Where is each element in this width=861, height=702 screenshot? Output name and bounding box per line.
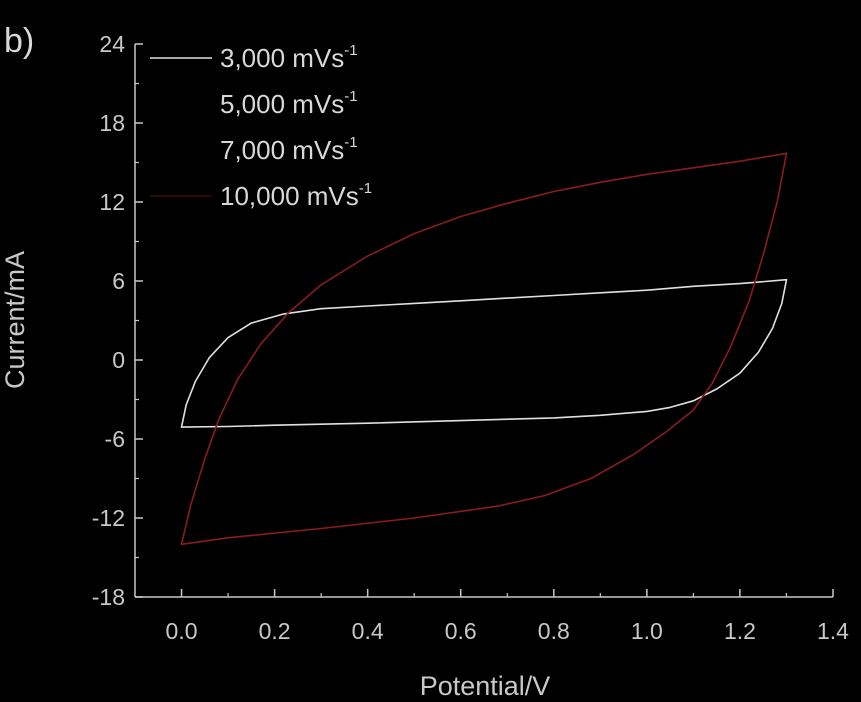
x-tick-label: 0.8	[538, 618, 570, 644]
legend-entry-3: 7,000 mVs-1	[220, 134, 358, 165]
x-tick-label: 0.2	[259, 618, 291, 644]
panel-label: b)	[4, 22, 34, 60]
cv-curve-1	[180, 278, 788, 428]
y-tick-label: -12	[92, 505, 125, 531]
x-tick-label: 1.2	[724, 618, 756, 644]
y-tick-label: 0	[112, 347, 125, 373]
x-tick-label: 0.0	[166, 618, 198, 644]
y-tick-label: 24	[99, 31, 125, 57]
x-axis-title: Potential/V	[420, 671, 551, 701]
y-tick-label: 18	[99, 110, 125, 136]
y-tick-label: -18	[92, 584, 125, 610]
legend-entry-1: 3,000 mVs-1	[220, 42, 358, 73]
y-tick-label: 12	[99, 189, 125, 215]
cv-curve-2	[180, 152, 788, 546]
x-tick-label: 1.4	[817, 618, 849, 644]
x-tick-label: 1.0	[631, 618, 663, 644]
x-tick-label: 0.6	[445, 618, 477, 644]
y-axis-title: Current/mA	[0, 251, 30, 389]
y-tick-label: 6	[112, 268, 125, 294]
x-tick-label: 0.4	[352, 618, 384, 644]
y-tick-label: -6	[105, 426, 125, 452]
legend-entry-2: 5,000 mVs-1	[220, 88, 358, 119]
legend-entry-4: 10,000 mVs-1	[220, 180, 372, 211]
